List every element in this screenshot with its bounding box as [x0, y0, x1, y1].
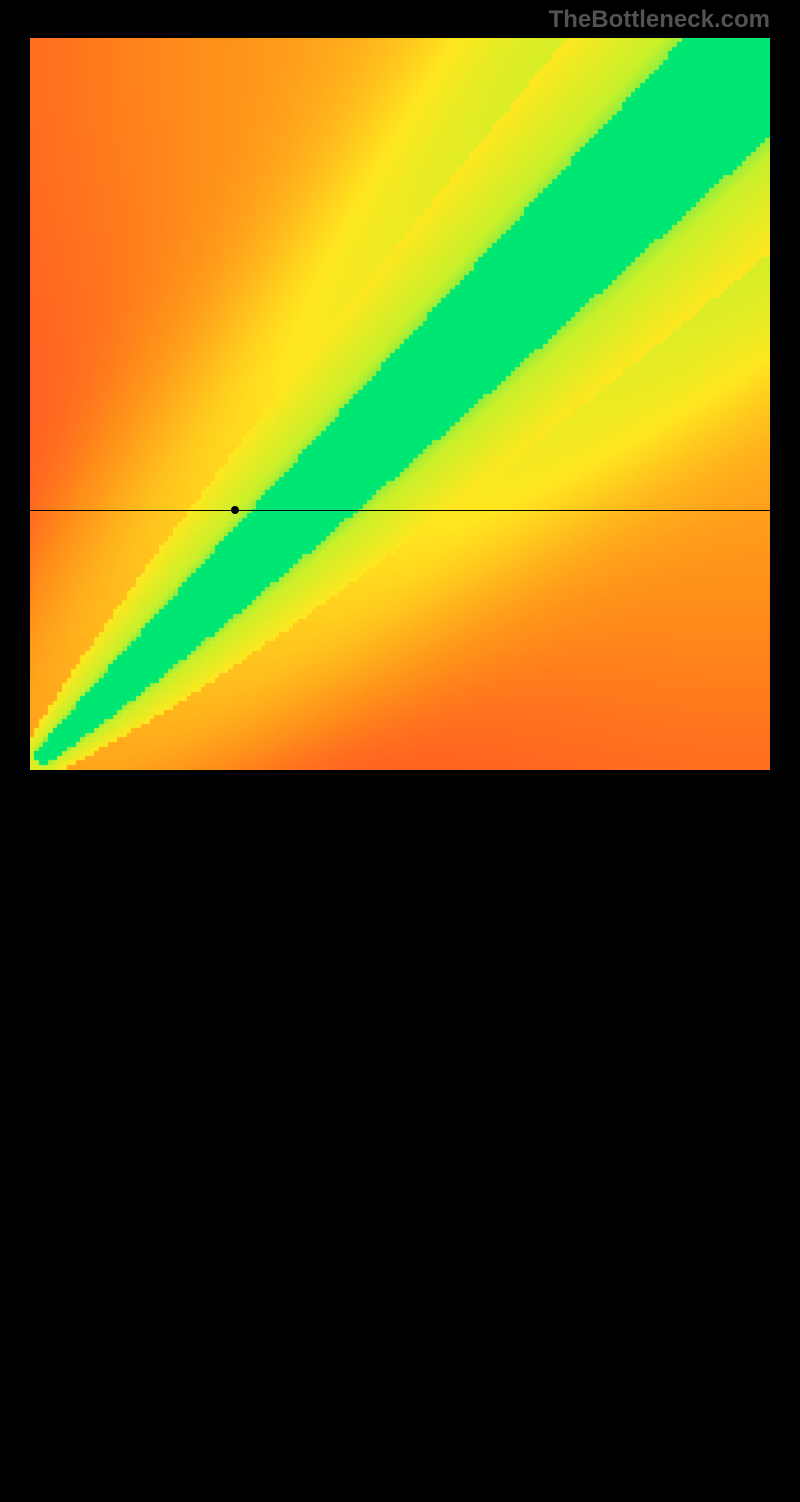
watermark: TheBottleneck.com [549, 6, 770, 34]
crosshair-vertical [235, 770, 236, 1502]
selection-marker [231, 506, 239, 514]
plot-area [30, 38, 770, 770]
crosshair-horizontal [30, 510, 770, 511]
bottleneck-heatmap [30, 38, 770, 770]
